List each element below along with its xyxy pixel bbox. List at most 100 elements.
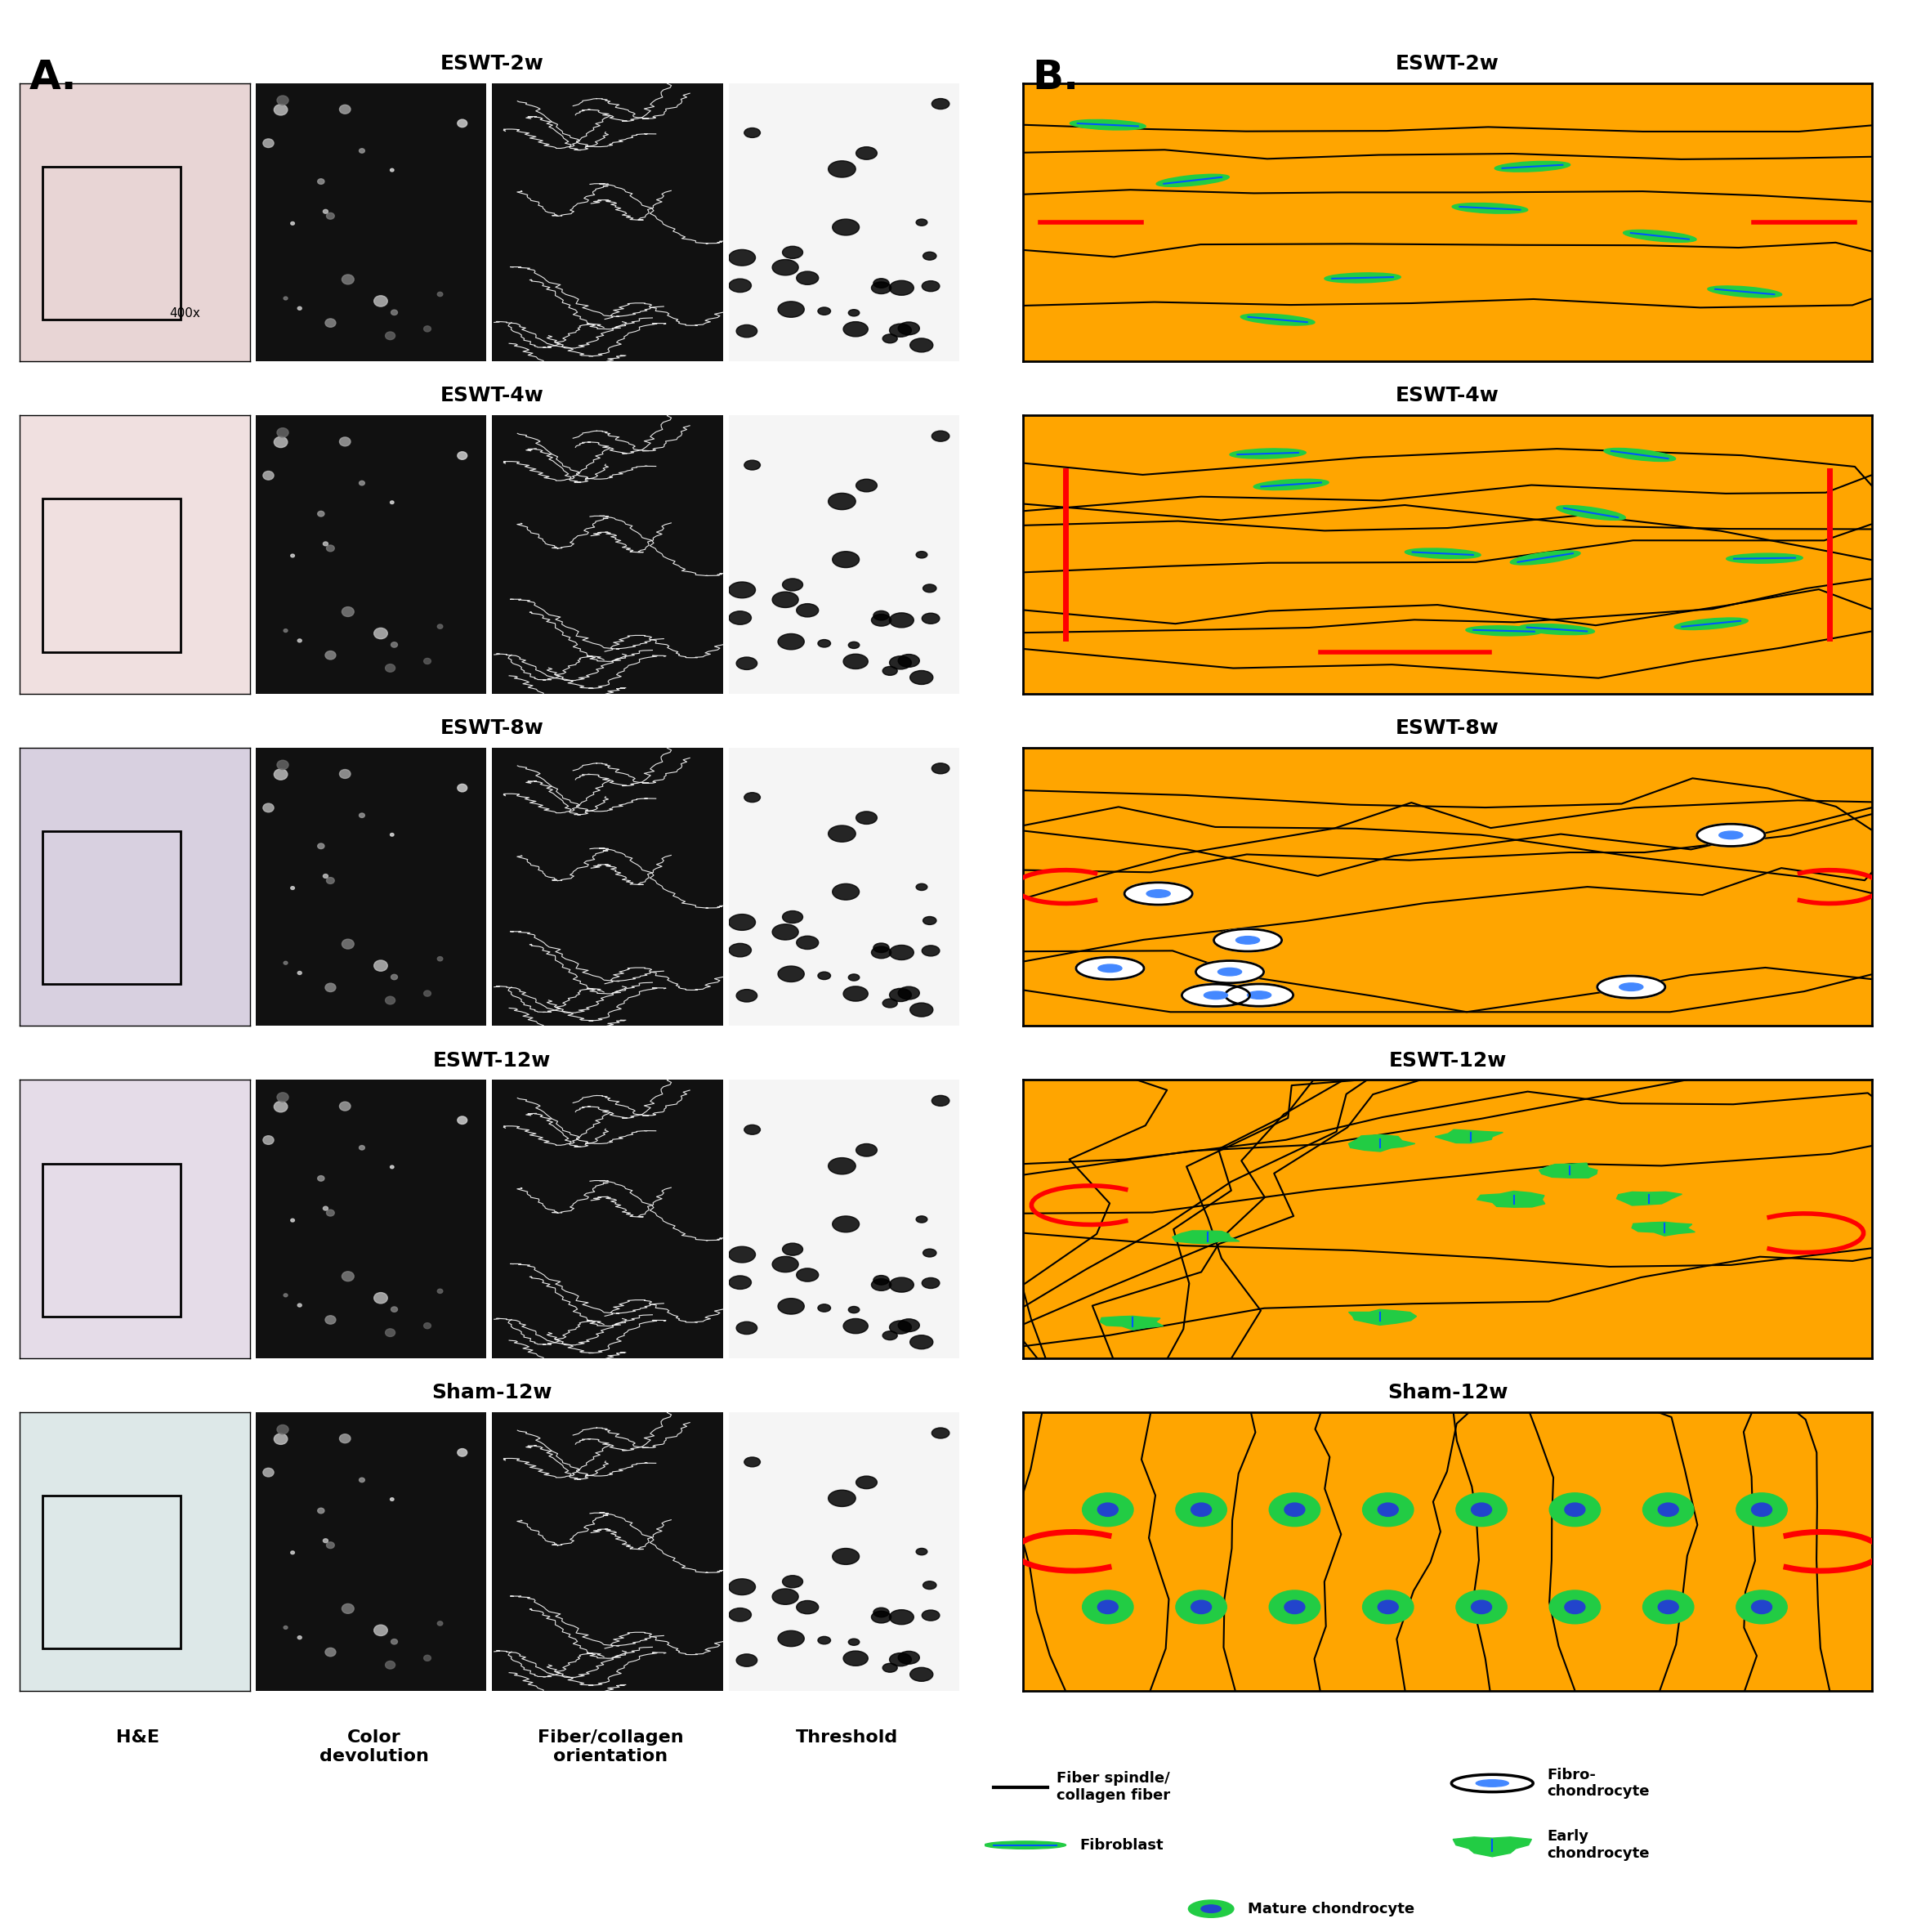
Ellipse shape (326, 983, 336, 991)
Ellipse shape (386, 665, 396, 672)
Ellipse shape (1725, 553, 1803, 564)
Ellipse shape (1465, 626, 1542, 636)
Ellipse shape (874, 943, 890, 952)
Ellipse shape (326, 1316, 336, 1323)
Ellipse shape (390, 1497, 394, 1501)
Ellipse shape (262, 1468, 274, 1476)
Ellipse shape (737, 1321, 757, 1335)
Ellipse shape (1285, 1503, 1305, 1517)
Ellipse shape (326, 545, 334, 551)
Ellipse shape (1565, 1503, 1585, 1517)
Ellipse shape (782, 910, 803, 923)
Polygon shape (1100, 1316, 1164, 1329)
Ellipse shape (828, 493, 855, 510)
Ellipse shape (390, 1165, 394, 1169)
Text: Fibroblast: Fibroblast (1079, 1837, 1164, 1853)
Ellipse shape (322, 1206, 328, 1209)
Ellipse shape (1189, 1901, 1233, 1917)
Ellipse shape (457, 452, 467, 460)
Ellipse shape (1494, 160, 1571, 172)
Ellipse shape (797, 1267, 818, 1281)
Ellipse shape (730, 582, 755, 599)
Circle shape (1146, 891, 1170, 898)
Ellipse shape (1675, 618, 1749, 630)
Ellipse shape (909, 338, 932, 352)
Ellipse shape (818, 307, 830, 315)
Bar (42, 1163, 181, 1316)
Ellipse shape (1098, 1503, 1117, 1517)
Ellipse shape (857, 1476, 876, 1490)
Ellipse shape (274, 1434, 288, 1445)
Ellipse shape (882, 999, 897, 1009)
Ellipse shape (828, 825, 855, 842)
Ellipse shape (1191, 1503, 1212, 1517)
Ellipse shape (291, 1551, 295, 1553)
Ellipse shape (1241, 313, 1314, 325)
Circle shape (1197, 960, 1264, 983)
Ellipse shape (1752, 1600, 1772, 1613)
Ellipse shape (262, 804, 274, 811)
Ellipse shape (425, 1323, 430, 1329)
Ellipse shape (874, 278, 890, 288)
Ellipse shape (1191, 1600, 1212, 1613)
Ellipse shape (882, 667, 897, 676)
Ellipse shape (374, 296, 388, 307)
Ellipse shape (745, 128, 760, 137)
Ellipse shape (1083, 1590, 1133, 1623)
Ellipse shape (917, 1215, 926, 1223)
Ellipse shape (359, 1146, 365, 1150)
Ellipse shape (425, 1656, 430, 1662)
Ellipse shape (274, 104, 288, 116)
Bar (42, 1495, 181, 1648)
Ellipse shape (818, 639, 830, 647)
Text: ESWT-12w: ESWT-12w (432, 1051, 552, 1070)
Ellipse shape (438, 1289, 442, 1293)
Ellipse shape (778, 634, 805, 649)
Ellipse shape (909, 1335, 932, 1349)
Ellipse shape (818, 1636, 830, 1644)
Polygon shape (1172, 1231, 1239, 1244)
Ellipse shape (326, 651, 336, 659)
Ellipse shape (1658, 1503, 1679, 1517)
Ellipse shape (392, 1638, 398, 1644)
Ellipse shape (730, 1275, 751, 1289)
Ellipse shape (730, 1578, 755, 1596)
Ellipse shape (1363, 1493, 1413, 1526)
Ellipse shape (297, 1636, 301, 1638)
Ellipse shape (284, 298, 288, 299)
Ellipse shape (318, 512, 324, 516)
Ellipse shape (872, 282, 892, 294)
Ellipse shape (737, 989, 757, 1003)
Ellipse shape (278, 761, 288, 769)
Ellipse shape (1550, 1493, 1600, 1526)
Text: Fiber/collagen
orientation: Fiber/collagen orientation (537, 1729, 683, 1764)
Ellipse shape (778, 1631, 805, 1646)
Ellipse shape (818, 972, 830, 980)
Ellipse shape (772, 1588, 799, 1604)
Ellipse shape (297, 307, 301, 309)
Ellipse shape (857, 479, 876, 493)
Circle shape (1204, 991, 1227, 999)
Ellipse shape (832, 1215, 859, 1233)
Ellipse shape (797, 603, 818, 616)
Ellipse shape (1098, 1600, 1117, 1613)
Ellipse shape (274, 769, 288, 781)
Ellipse shape (342, 607, 353, 616)
Ellipse shape (797, 270, 818, 284)
Ellipse shape (274, 437, 288, 448)
Ellipse shape (342, 939, 353, 949)
Ellipse shape (1708, 286, 1781, 298)
Circle shape (1247, 991, 1272, 999)
Ellipse shape (392, 309, 398, 315)
Circle shape (1619, 983, 1642, 991)
Text: Mature chondrocyte: Mature chondrocyte (1247, 1901, 1415, 1917)
Ellipse shape (984, 1841, 1065, 1849)
Polygon shape (1538, 1163, 1598, 1179)
Circle shape (1125, 883, 1193, 904)
Ellipse shape (872, 1279, 892, 1291)
Ellipse shape (318, 844, 324, 848)
Ellipse shape (730, 943, 751, 956)
Ellipse shape (1083, 1493, 1133, 1526)
Ellipse shape (374, 1625, 388, 1636)
Ellipse shape (849, 1306, 859, 1314)
